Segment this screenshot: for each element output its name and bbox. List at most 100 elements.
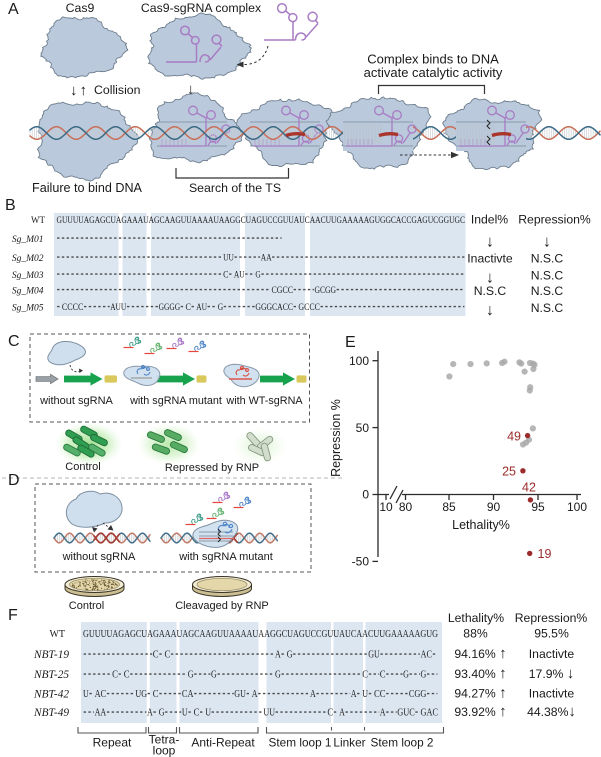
svg-text:↓: ↓	[187, 81, 195, 98]
svg-text:Sg_M01: Sg_M01	[12, 235, 44, 245]
svg-text:N.S.C: N.S.C	[531, 301, 564, 315]
svg-text:GGGG: GGGG	[159, 303, 181, 313]
svg-text:GAC: GAC	[421, 708, 439, 719]
svg-text:C: C	[8, 333, 20, 350]
svg-text:93.40% ↑: 93.40% ↑	[454, 665, 506, 682]
svg-text:Repeat: Repeat	[93, 736, 132, 750]
svg-text:G: G	[211, 670, 217, 681]
svg-text:GUUUUAGAGCUAGAAAUAGCAAGUUAAAAU: GUUUUAGAGCUAGAAAUAGCAAGUUAAAAUAAGGCUAGUC…	[83, 629, 438, 640]
svg-text:G: G	[275, 670, 281, 681]
svg-text:A: A	[8, 1, 19, 18]
svg-text:Lethality%: Lethality%	[448, 611, 504, 625]
svg-text:E: E	[345, 334, 356, 351]
svg-text:Collision: Collision	[94, 83, 141, 97]
svg-text:AU: AU	[234, 271, 245, 281]
svg-text:Anti-Repeat: Anti-Repeat	[191, 736, 255, 750]
svg-text:Stem loop 1: Stem loop 1	[269, 736, 332, 750]
svg-text:Repressed by RNP: Repressed by RNP	[165, 462, 259, 474]
svg-text:Cas9-sgRNA complex: Cas9-sgRNA complex	[141, 1, 262, 15]
svg-text:G: G	[159, 708, 165, 719]
svg-text:25: 25	[502, 465, 516, 479]
svg-text:with WT-sgRNA: with WT-sgRNA	[225, 395, 303, 407]
svg-text:88%: 88%	[463, 627, 488, 641]
svg-text:without sgRNA: without sgRNA	[62, 551, 136, 563]
svg-text:G: G	[287, 650, 293, 661]
svg-text:↑: ↑	[80, 82, 88, 99]
svg-text:Linker: Linker	[333, 736, 365, 750]
svg-text:↓: ↓	[486, 270, 494, 287]
svg-text:Lethality%: Lethality%	[452, 518, 510, 532]
svg-text:94.16% ↑: 94.16% ↑	[454, 645, 506, 662]
svg-text:WT: WT	[49, 629, 65, 640]
svg-text:Inactivte: Inactivte	[529, 647, 575, 661]
svg-text:Inactivte: Inactivte	[467, 252, 513, 266]
svg-text:without sgRNA: without sgRNA	[39, 395, 113, 407]
svg-text:C: C	[153, 650, 159, 661]
svg-text:WT: WT	[31, 215, 45, 225]
svg-text:Failure to bind DNA: Failure to bind DNA	[32, 181, 142, 195]
svg-text:D: D	[8, 472, 20, 489]
svg-text:90: 90	[487, 500, 501, 514]
svg-text:loop: loop	[153, 744, 176, 757]
svg-text:U: U	[362, 689, 368, 700]
svg-text:AA: AA	[261, 254, 272, 264]
svg-text:Stem loop 2: Stem loop 2	[371, 736, 434, 750]
svg-text:GU: GU	[234, 689, 246, 700]
svg-text:G: G	[421, 670, 427, 681]
svg-text:UU: UU	[223, 254, 234, 264]
svg-text:44.38%↓: 44.38%↓	[527, 703, 576, 720]
svg-text:95: 95	[531, 500, 545, 514]
svg-text:NBT-42: NBT-42	[33, 689, 69, 701]
svg-text:Repression %: Repression %	[329, 399, 343, 477]
svg-text:94.27% ↑: 94.27% ↑	[454, 685, 506, 702]
svg-text:AC: AC	[95, 689, 107, 700]
svg-text:NBT-25: NBT-25	[33, 669, 69, 681]
svg-text:C: C	[153, 689, 159, 700]
svg-text:CA: CA	[182, 689, 194, 700]
svg-text:A: A	[275, 650, 281, 661]
svg-text:Sg_M03: Sg_M03	[12, 271, 44, 281]
svg-text:C: C	[112, 670, 118, 681]
svg-text:85: 85	[442, 500, 456, 514]
svg-text:U: U	[182, 708, 188, 719]
svg-text:CGCC: CGCC	[272, 286, 294, 296]
svg-text:UU: UU	[263, 708, 275, 719]
svg-text:Cleavaged by RNP: Cleavaged by RNP	[175, 600, 269, 612]
svg-text:U: U	[83, 689, 89, 700]
svg-text:Indel%: Indel%	[471, 213, 508, 227]
svg-text:↓: ↓	[486, 234, 494, 251]
svg-text:49: 49	[507, 430, 521, 444]
svg-text:A: A	[310, 689, 316, 700]
svg-text:AU: AU	[196, 303, 207, 313]
svg-text:Tetra-: Tetra-	[149, 733, 180, 747]
svg-text:Cas9: Cas9	[66, 1, 95, 15]
svg-text:A: A	[351, 689, 357, 700]
svg-text:CGG: CGG	[409, 689, 427, 700]
svg-text:AUU: AUU	[110, 303, 126, 313]
svg-text:AA: AA	[95, 708, 107, 719]
svg-text:GCCC: GCCC	[298, 303, 320, 313]
svg-text:U: U	[205, 708, 211, 719]
svg-text:C: C	[362, 670, 368, 681]
svg-text:GU: GU	[368, 650, 380, 661]
svg-text:UG: UG	[135, 689, 147, 700]
svg-text:activate catalytic activity: activate catalytic activity	[364, 65, 503, 80]
svg-text:93.92% ↑: 93.92% ↑	[454, 703, 506, 720]
svg-text:C: C	[124, 670, 130, 681]
svg-text:GCGG: GCGG	[315, 286, 337, 296]
svg-text:10: 10	[379, 500, 393, 514]
svg-text:with sgRNA mutant: with sgRNA mutant	[129, 395, 222, 407]
svg-text:NBT-19: NBT-19	[33, 649, 69, 661]
svg-text:19: 19	[538, 547, 552, 561]
svg-text:↓: ↓	[486, 302, 494, 319]
svg-text:42: 42	[522, 481, 536, 495]
svg-text:↓: ↓	[543, 234, 551, 251]
svg-text:Repression%: Repression%	[515, 611, 588, 625]
svg-text:95.5%: 95.5%	[534, 627, 569, 641]
svg-text:Repression%: Repression%	[518, 213, 591, 227]
svg-text:CCCC: CCCC	[62, 303, 84, 313]
svg-text:100: 100	[567, 500, 587, 514]
svg-text:N.S.C: N.S.C	[531, 269, 564, 283]
svg-text:GUC: GUC	[397, 708, 415, 719]
svg-text:C: C	[327, 708, 333, 719]
